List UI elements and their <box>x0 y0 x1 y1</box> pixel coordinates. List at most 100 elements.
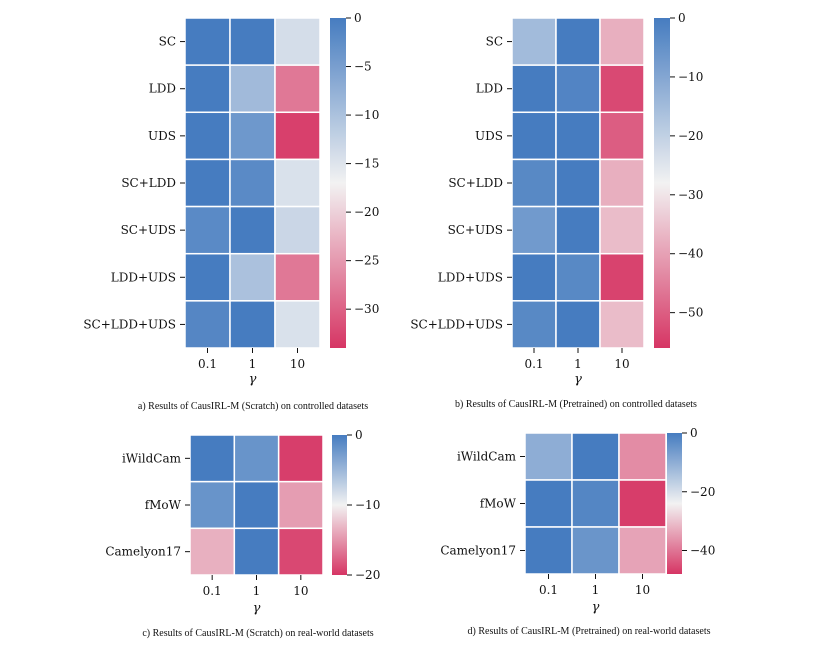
y-tick-label-sc-ldd: SC+LDD <box>448 176 503 190</box>
heatmap-cell-camelyon17-gamma-10 <box>618 526 667 575</box>
heatmap-cell-ldd-uds-gamma-10 <box>274 252 321 302</box>
panel-a-scratch-controlled: SC LDD UDS SC+LDD SC+UDS LDD+UDS SC+LDD+UDS 0.1… <box>83 11 379 412</box>
heatmap-cell-uds-gamma-0-1 <box>184 111 231 161</box>
heatmap-cell-ldd-gamma-10 <box>274 64 321 114</box>
heatmap-cell-fmow-gamma-10 <box>277 480 324 530</box>
panel-caption: d) Results of CausIRL-M (Pretrained) on … <box>468 626 711 637</box>
x-tick-label-0-1: 0.1 <box>539 583 558 597</box>
heatmap-cell-camelyon17-gamma-0-1 <box>189 527 236 576</box>
y-tick-label-sc: SC <box>159 35 176 49</box>
x-axis-label: γ <box>249 372 257 387</box>
heatmap-cell-uds-gamma-1 <box>555 111 601 161</box>
y-tick-label-sc: SC <box>486 35 503 49</box>
heatmap-cell-sc-uds-gamma-1 <box>229 205 276 255</box>
heatmap-cell-sc-ldd-uds-gamma-1 <box>555 300 601 349</box>
heatmap-cell-uds-gamma-10 <box>599 111 645 161</box>
colorbar-tick-label: −20 <box>354 205 379 219</box>
panel-d-pretrained-real-world: iWildCam fMoW Camelyon17 0.1 1 10 γ 0 −20 −40 d) R… <box>440 426 715 637</box>
colorbar-tick-label: −5 <box>354 60 372 74</box>
colorbar-tick-label: 0 <box>690 426 698 440</box>
heatmap-cell-iwildcam-gamma-0-1 <box>524 432 573 481</box>
y-tick-label-sc-ldd-uds: SC+LDD+UDS <box>83 317 176 331</box>
y-tick-label-fmow: fMoW <box>145 498 182 512</box>
heatmap-cell-ldd-uds-gamma-0-1 <box>511 252 557 302</box>
heatmap-cell-sc-ldd-gamma-1 <box>555 158 601 208</box>
colorbar-tick-label: −30 <box>678 188 703 202</box>
heatmap-cell-sc-ldd-gamma-10 <box>274 158 321 208</box>
heatmap-cell-ldd-uds-gamma-10 <box>599 252 645 302</box>
colorbar-tick-label: −20 <box>690 485 715 499</box>
y-tick-label-fmow: fMoW <box>480 497 517 511</box>
x-tick-label-1: 1 <box>249 357 257 371</box>
y-tick-label-uds: UDS <box>475 129 503 143</box>
heatmap-cell-sc-gamma-0-1 <box>511 17 557 66</box>
heatmap-cell-ldd-uds-gamma-1 <box>229 252 276 302</box>
heatmap-cell-ldd-gamma-0-1 <box>511 64 557 114</box>
colorbar <box>654 18 670 348</box>
heatmap-cell-sc-uds-gamma-0-1 <box>511 205 557 255</box>
heatmap-cell-camelyon17-gamma-1 <box>233 527 280 576</box>
y-tick-label-ldd-uds: LDD+UDS <box>111 270 176 284</box>
y-tick-label-sc-uds: SC+UDS <box>448 223 503 237</box>
panel-c-scratch-real-world: iWildCam fMoW Camelyon17 0.1 1 10 γ 0 −10 −20 c) R… <box>105 428 380 639</box>
x-tick-label-0-1: 0.1 <box>524 357 543 371</box>
y-tick-label-iwildcam: iWildCam <box>457 450 517 464</box>
heatmap-cell-camelyon17-gamma-1 <box>571 526 620 575</box>
heatmap-cell-ldd-gamma-1 <box>229 64 276 114</box>
heatmap-cell-iwildcam-gamma-10 <box>277 434 324 483</box>
heatmap-cell-sc-ldd-gamma-10 <box>599 158 645 208</box>
heatmap-cell-uds-gamma-1 <box>229 111 276 161</box>
heatmap-cell-sc-uds-gamma-1 <box>555 205 601 255</box>
heatmap-cell-fmow-gamma-0-1 <box>189 480 236 530</box>
y-tick-label-sc-ldd: SC+LDD <box>121 176 176 190</box>
colorbar-tick-label: −40 <box>678 247 703 261</box>
heatmap-cell-fmow-gamma-1 <box>571 479 620 528</box>
heatmap-cell-sc-ldd-uds-gamma-10 <box>274 300 321 349</box>
colorbar-tick-label: −20 <box>355 568 380 582</box>
heatmap-cell-sc-ldd-uds-gamma-10 <box>599 300 645 349</box>
colorbar-tick-label: −20 <box>678 129 703 143</box>
x-tick-label-0-1: 0.1 <box>203 584 222 598</box>
heatmap-cell-sc-gamma-10 <box>599 17 645 66</box>
x-axis-label: γ <box>574 372 582 387</box>
heatmap-cell-ldd-gamma-0-1 <box>184 64 231 114</box>
y-tick-label-sc-uds: SC+UDS <box>121 223 176 237</box>
heatmap-cell-sc-gamma-1 <box>229 17 276 66</box>
heatmap-cell-sc-ldd-gamma-0-1 <box>511 158 557 208</box>
heatmap-cell-sc-gamma-10 <box>274 17 321 66</box>
colorbar-tick-label: −10 <box>355 498 380 512</box>
x-tick-label-10: 10 <box>635 583 650 597</box>
heatmap-cell-uds-gamma-0-1 <box>511 111 557 161</box>
heatmap-cell-camelyon17-gamma-10 <box>277 527 324 576</box>
heatmap-cell-sc-gamma-0-1 <box>184 17 231 66</box>
heatmap-cell-ldd-gamma-1 <box>555 64 601 114</box>
heatmap-cell-iwildcam-gamma-1 <box>571 432 620 481</box>
x-axis-label: γ <box>253 601 261 616</box>
heatmap-cell-sc-ldd-gamma-1 <box>229 158 276 208</box>
y-tick-label-ldd: LDD <box>149 82 176 96</box>
colorbar-tick-label: −15 <box>354 157 379 171</box>
heatmap-cell-sc-ldd-uds-gamma-1 <box>229 300 276 349</box>
y-tick-label-sc-ldd-uds: SC+LDD+UDS <box>410 317 503 331</box>
heatmap-cell-camelyon17-gamma-0-1 <box>524 526 573 575</box>
heatmap-cell-iwildcam-gamma-1 <box>233 434 280 483</box>
y-tick-label-ldd-uds: LDD+UDS <box>438 270 503 284</box>
panel-caption: b) Results of CausIRL-M (Pretrained) on … <box>455 399 697 410</box>
y-tick-label-uds: UDS <box>148 129 176 143</box>
x-tick-label-10: 10 <box>293 584 308 598</box>
heatmap-cell-iwildcam-gamma-10 <box>618 432 667 481</box>
heatmap-cell-sc-uds-gamma-10 <box>599 205 645 255</box>
colorbar-tick-label: 0 <box>354 11 362 25</box>
colorbar-tick-label: 0 <box>678 11 686 25</box>
colorbar-tick-label: −40 <box>690 544 715 558</box>
heatmap-cell-sc-ldd-gamma-0-1 <box>184 158 231 208</box>
colorbar <box>330 18 346 348</box>
colorbar-tick-label: −30 <box>354 302 379 316</box>
panel-caption: a) Results of CausIRL-M (Scratch) on con… <box>138 401 368 412</box>
colorbar <box>332 435 347 575</box>
x-tick-label-10: 10 <box>290 357 305 371</box>
x-axis-label: γ <box>592 600 600 615</box>
colorbar <box>667 433 682 574</box>
heatmap-cell-sc-uds-gamma-10 <box>274 205 321 255</box>
